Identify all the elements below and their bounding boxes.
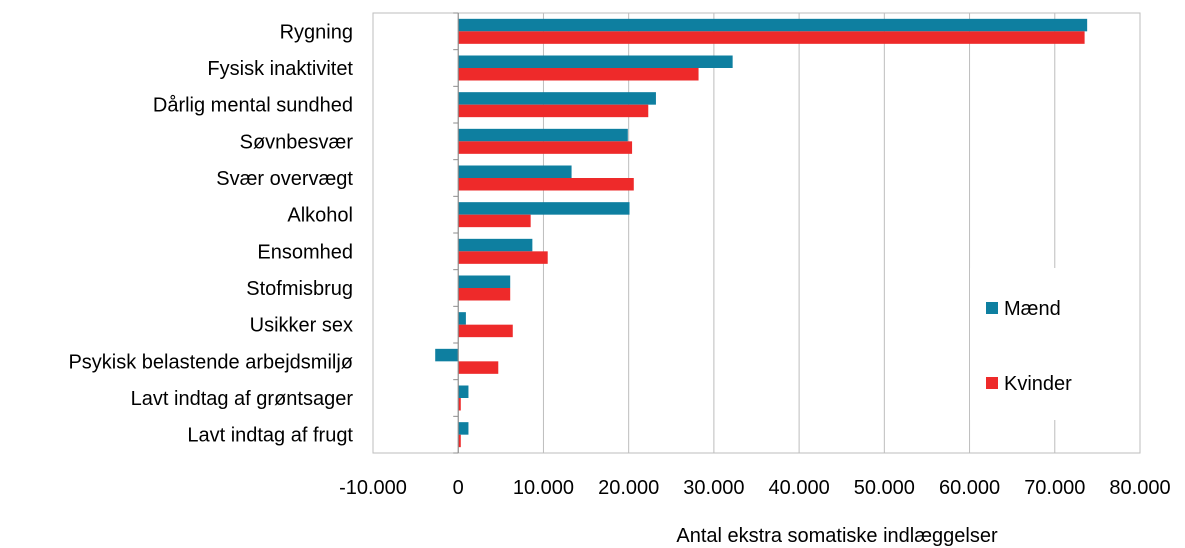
category-label: Ensomhed <box>257 241 353 263</box>
x-axis-title: Antal ekstra somatiske indlæggelser <box>676 525 998 547</box>
bar-maend <box>458 238 533 252</box>
bar-kvinder <box>458 214 531 228</box>
bar-maend <box>458 202 630 215</box>
legend-swatch <box>986 377 998 389</box>
legend: Mænd Kvinder <box>970 268 1072 420</box>
category-labels: Rygning Fysisk inaktivitet Dårlig mental s… <box>68 21 353 446</box>
bar-kvinder <box>458 398 461 411</box>
legend-label: Mænd <box>1004 298 1061 320</box>
bar-maend <box>458 312 466 325</box>
category-label: Psykisk belastende arbejdsmiljø <box>68 351 353 373</box>
bars <box>435 18 1088 448</box>
bar-kvinder <box>458 434 461 448</box>
legend-background <box>970 268 1068 420</box>
bar-kvinder <box>458 68 699 81</box>
x-tick-label: 70.000 <box>1024 477 1085 499</box>
bar-kvinder <box>458 31 1085 44</box>
bar-kvinder <box>458 141 633 154</box>
x-tick-label: 10.000 <box>513 477 574 499</box>
x-tick-label: 40.000 <box>769 477 830 499</box>
bar-kvinder <box>458 178 634 191</box>
x-tick-label: 60.000 <box>939 477 1000 499</box>
bar-maend <box>435 348 459 362</box>
category-label: Dårlig mental sundhed <box>153 95 353 117</box>
category-label: Lavt indtag af grøntsager <box>131 388 354 410</box>
category-label: Usikker sex <box>250 315 353 337</box>
category-label: Stofmisbrug <box>246 278 353 300</box>
category-label: Alkohol <box>287 205 353 227</box>
bar-kvinder <box>458 104 649 118</box>
bar-kvinder <box>458 251 548 264</box>
category-label: Svær overvægt <box>216 168 353 190</box>
x-tick-label: 50.000 <box>854 477 915 499</box>
bar-kvinder <box>458 324 513 338</box>
bar-kvinder <box>458 288 511 301</box>
bar-maend <box>458 18 1088 32</box>
x-tick-label: 0 <box>453 477 464 499</box>
bar-maend <box>458 165 572 178</box>
bar-maend <box>458 275 511 288</box>
tick-labels: -10.000 0 10.000 20.000 30.000 40.000 50.000 60… <box>339 477 1171 499</box>
x-tick-label: 80.000 <box>1109 477 1170 499</box>
x-tick-label: -10.000 <box>339 477 407 499</box>
bar-maend <box>458 385 469 398</box>
category-label: Søvnbesvær <box>240 131 354 153</box>
legend-label: Kvinder <box>1004 373 1072 395</box>
x-tick-label: 30.000 <box>683 477 744 499</box>
bar-maend <box>458 128 628 142</box>
category-label: Fysisk inaktivitet <box>207 58 353 80</box>
zero-axis <box>453 12 459 454</box>
bar-maend <box>458 55 733 68</box>
category-label: Lavt indtag af frugt <box>187 425 353 447</box>
bar-maend <box>458 422 469 435</box>
category-label: Rygning <box>280 21 353 43</box>
x-tick-label: 20.000 <box>598 477 659 499</box>
legend-swatch <box>986 302 998 314</box>
bar-kvinder <box>458 361 499 374</box>
bar-maend <box>458 92 656 105</box>
